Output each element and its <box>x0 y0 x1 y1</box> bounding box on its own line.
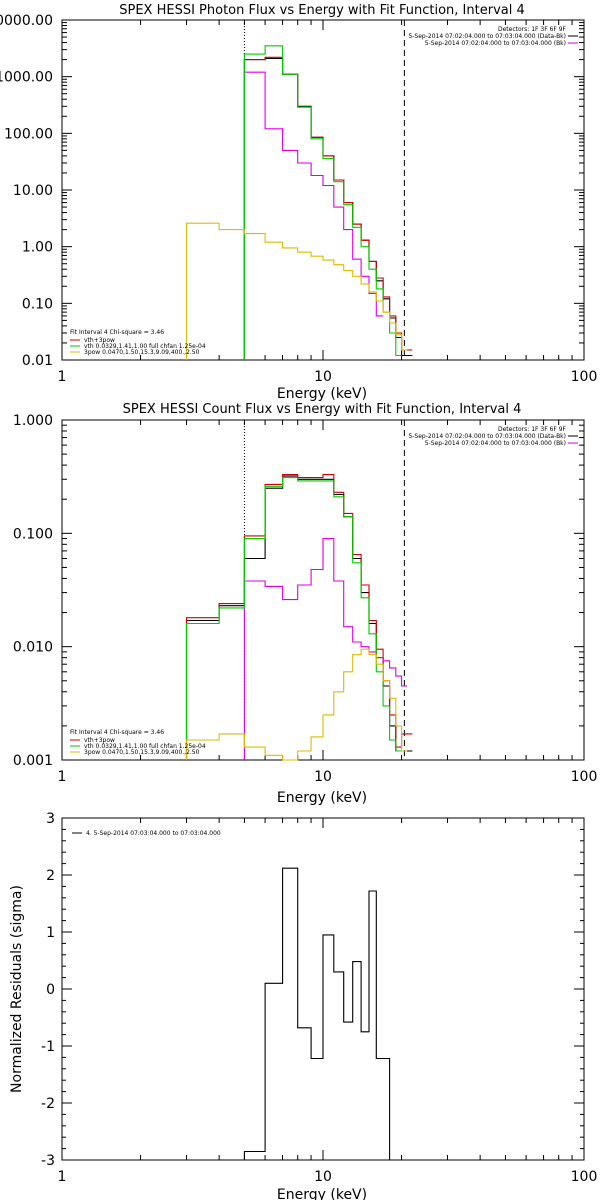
residuals-xlabel: Energy (keV) <box>277 1187 367 1200</box>
residuals-ylabel: Normalized Residuals (sigma) <box>9 885 25 1093</box>
legend-vth3pow: vth+3pow <box>84 737 115 744</box>
photon-flux-vlines <box>243 20 405 360</box>
legend-detectors: Detectors: 1F 3F 6F 9F <box>498 26 567 33</box>
y-tick-label: 100.00 <box>4 126 53 142</box>
legend-detectors: Detectors: 1F 3F 6F 9F <box>498 426 567 433</box>
series-line <box>185 474 413 760</box>
count-flux-title: SPEX HESSI Count Flux vs Energy with Fit… <box>123 402 522 417</box>
y-tick-label: 3 <box>46 811 55 827</box>
x-tick-label: 100 <box>571 369 598 385</box>
count-flux-legend-top-right: Detectors: 1F 3F 6F 9F 5-Sep-2014 07:02:… <box>408 426 578 447</box>
y-tick-label: 0.10 <box>22 296 53 312</box>
y-tick-label: 0.100 <box>13 526 53 542</box>
photon-flux-ticks: 1 10 100 0.01 0.10 1.00 10.00 100.00 1000.00 0000… <box>0 13 597 385</box>
y-tick-label: 1000.00 <box>0 70 53 86</box>
x-tick-label: 1 <box>58 1169 67 1185</box>
y-tick-label: 0 <box>46 982 55 998</box>
legend-vth: vth 0.0329,1.41,1.00 full chfan 1.25e-04 <box>84 743 206 750</box>
series-line <box>185 222 408 360</box>
series-line <box>243 56 413 360</box>
legend-fit-interval: Fit Interval 4 Chi-square = 3.46 <box>70 329 164 336</box>
x-tick-label: 10 <box>314 1169 332 1185</box>
y-tick-label: 0.01 <box>22 353 53 369</box>
y-tick-label: 1 <box>46 925 55 941</box>
x-tick-label: 100 <box>571 1169 598 1185</box>
legend-data-minus-bk: 5-Sep-2014 07:02:04.000 to 07:03:04.000 … <box>408 33 566 40</box>
y-tick-label: 1.000 <box>13 413 53 429</box>
series-line <box>185 648 408 761</box>
series-line <box>185 475 413 760</box>
y-tick-label: 0000.00 <box>0 13 53 29</box>
photon-flux-series <box>185 45 413 360</box>
photon-flux-title: SPEX HESSI Photon Flux vs Energy with Fi… <box>119 3 525 18</box>
residuals-legend: 4. 5-Sep-2014 07:03:04.000 to 07:03:04.0… <box>72 830 221 837</box>
legend-fit-interval: Fit Interval 4 Chi-square = 3.46 <box>70 729 164 736</box>
y-tick-label: 1.00 <box>22 240 53 256</box>
series-line <box>243 45 402 360</box>
y-tick-label: -3 <box>41 1153 55 1169</box>
count-flux-panel: SPEX HESSI Count Flux vs Energy with Fit… <box>13 402 597 806</box>
legend-bk: 5-Sep-2014 07:02:04.000 to 07:03:04.000 … <box>425 440 566 447</box>
x-tick-label: 10 <box>314 369 332 385</box>
photon-flux-panel: SPEX HESSI Photon Flux vs Energy with Fi… <box>0 3 597 402</box>
legend-vth3pow: vth+3pow <box>84 337 115 344</box>
photon-flux-frame <box>61 19 585 361</box>
y-tick-label: 0.001 <box>13 753 53 769</box>
count-flux-legend-fit: Fit Interval 4 Chi-square = 3.46 vth+3po… <box>70 729 206 756</box>
x-tick-label: 10 <box>314 769 332 785</box>
legend-data-minus-bk: 5-Sep-2014 07:02:04.000 to 07:03:04.000 … <box>408 433 566 440</box>
count-flux-series <box>185 474 413 761</box>
legend-vth: vth 0.0329,1.41,1.00 full chfan 1.25e-04 <box>84 343 206 350</box>
count-flux-ticks: 1 10 100 0.001 0.010 0.100 1.000 <box>13 413 597 785</box>
photon-flux-xlabel: Energy (keV) <box>277 386 367 402</box>
count-flux-xlabel: Energy (keV) <box>277 790 367 806</box>
residuals-ticks: 1 10 100 -3 -2 -1 0 1 2 3 <box>41 811 597 1185</box>
legend-3pow: 3pow 0.0470,1.50,15.3,9.09,400.,2.50 <box>84 749 200 756</box>
residuals-legend-label: 4. 5-Sep-2014 07:03:04.000 to 07:03:04.0… <box>86 830 221 837</box>
legend-3pow: 3pow 0.0470,1.50,15.3,9.09,400.,2.50 <box>84 349 200 356</box>
y-tick-label: -1 <box>41 1039 55 1055</box>
residuals-panel: 1 10 100 -3 -2 -1 0 1 2 3 4. 5-Sep-2014 07:03:04.… <box>9 811 597 1200</box>
legend-bk: 5-Sep-2014 07:02:04.000 to 07:03:04.000 … <box>425 40 566 47</box>
series-line <box>243 867 402 1161</box>
series-line <box>243 71 384 360</box>
residuals-series <box>243 867 402 1161</box>
count-flux-vlines <box>243 420 405 760</box>
series-line <box>185 477 402 760</box>
photon-flux-legend-top-right: Detectors: 1F 3F 6F 9F 5-Sep-2014 07:02:… <box>408 26 578 47</box>
photon-flux-legend-fit: Fit Interval 4 Chi-square = 3.46 vth+3po… <box>70 329 206 356</box>
y-tick-label: -2 <box>41 1096 55 1112</box>
y-tick-label: 0.010 <box>13 640 53 656</box>
count-flux-frame <box>61 419 585 761</box>
x-tick-label: 1 <box>58 769 67 785</box>
series-line <box>243 537 408 760</box>
x-tick-label: 1 <box>58 369 67 385</box>
y-tick-label: 10.00 <box>13 183 53 199</box>
series-line <box>243 57 413 360</box>
x-tick-label: 100 <box>571 769 598 785</box>
y-tick-label: 2 <box>46 868 55 884</box>
